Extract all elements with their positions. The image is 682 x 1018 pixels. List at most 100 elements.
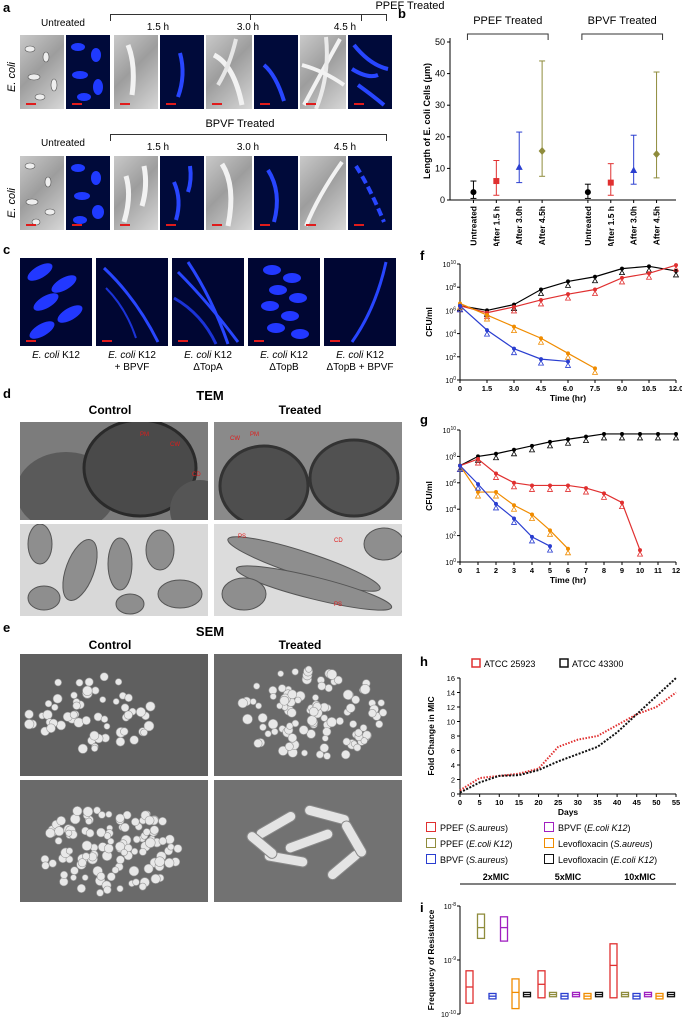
sem-cell: [341, 749, 351, 760]
log-series-point: [593, 274, 597, 279]
c-topa-image: [172, 258, 244, 346]
log-series-replicate: [564, 282, 572, 288]
sem-cell: [237, 697, 248, 709]
sem-cell: [324, 684, 333, 693]
sem-cell: [115, 737, 126, 747]
log-series-point: [584, 434, 588, 439]
log-series-replicate: [528, 515, 536, 521]
log-series-point: [638, 548, 642, 553]
log-series-replicate: [582, 488, 590, 495]
log-series-replicate: [510, 349, 518, 356]
log-y-tick-label: 104: [445, 505, 456, 514]
b-y-tick-label: 30: [435, 100, 445, 110]
log-series-point: [458, 463, 462, 468]
log-series-point: [512, 324, 516, 329]
sem-cell: [320, 714, 328, 722]
i-legend-item: PPEF (S.aureus): [426, 822, 508, 833]
log-series-point: [494, 490, 498, 495]
sem-cell: [306, 715, 318, 726]
log-series-replicate: [564, 294, 572, 301]
ppef-time-1: 1.5 h: [146, 22, 170, 33]
log-x-tick-label: 2: [494, 566, 498, 575]
log-series-replicate: [618, 434, 626, 441]
h-y-tick-label: 16: [447, 674, 455, 683]
log-series-point: [602, 431, 606, 436]
c-caption-3: E. coli K12 ΔTopA: [184, 350, 232, 373]
log-series-replicate: [618, 503, 626, 509]
sem-cell: [82, 806, 94, 817]
log-series-point: [485, 313, 489, 318]
sem-cell: [277, 670, 284, 677]
h-x-tick-label: 10: [495, 798, 503, 807]
log-series-point: [530, 512, 534, 517]
log-series-replicate: [672, 265, 680, 272]
log-series-point: [485, 328, 489, 333]
log-series-point: [566, 437, 570, 442]
sem-cell: [349, 720, 358, 728]
h-y-tick-label: 12: [447, 703, 455, 712]
panel-i-legend: PPEF (S.aureus) BPVF (E.coli K12) PPEF (E.…: [426, 822, 682, 870]
sem-cell: [45, 828, 56, 839]
log-y-axis-label: CFU/ml: [424, 307, 434, 337]
h-x-tick-label: 15: [515, 798, 523, 807]
bpvf-3h-dic: [206, 156, 252, 230]
sem-control-bottom: [20, 780, 208, 902]
sem-cell: [112, 698, 120, 705]
log-y-tick-label: 100: [445, 376, 456, 385]
sem-cell: [81, 840, 93, 851]
b-x-tick-label: After 4.5h: [537, 206, 547, 245]
b-x-tick-label: Untreated: [468, 206, 478, 246]
i-y-tick-label: 10-9: [444, 956, 456, 965]
h-x-tick-label: 45: [633, 798, 641, 807]
log-y-tick-label: 1010: [443, 426, 457, 435]
log-series-point: [548, 528, 552, 533]
i-y-tick-label: 10-8: [444, 902, 456, 911]
h-y-tick-label: 10: [447, 718, 455, 727]
c-k12-image: [20, 258, 92, 346]
log-y-tick-label: 104: [445, 330, 456, 339]
tem-pm-label: PM: [140, 432, 149, 438]
log-series-replicate: [510, 483, 518, 490]
sem-cell: [120, 822, 130, 833]
sem-cell: [70, 691, 78, 699]
log-series-replicate: [492, 492, 500, 499]
i-legend-item: BPVF (E.coli K12): [544, 822, 631, 833]
sem-cell: [173, 844, 183, 853]
c-caption-2: E. coli K12 + BPVF: [108, 350, 156, 373]
sem-cell: [115, 813, 125, 823]
sem-cell: [306, 729, 316, 739]
panel-f-chart: 100 102 104 106 108 1010 0 1.5 3.0 4.5 6.0 7.5 9.0 10…: [424, 260, 682, 403]
i-legend-item: Levofloxacin (S.aureus): [544, 838, 653, 849]
i-legend-strain: E.coli K12: [469, 839, 510, 849]
log-x-tick-label: 5: [548, 566, 552, 575]
log-series-replicate: [654, 434, 662, 441]
log-series-line: [459, 465, 551, 547]
sem-cell: [138, 882, 147, 891]
log-series-point: [512, 480, 516, 485]
sem-cell: [107, 837, 115, 845]
sem-cell: [75, 678, 84, 687]
sem-cell: [82, 685, 93, 696]
i-legend-swatch: [426, 854, 436, 864]
log-series-replicate: [483, 330, 491, 337]
sem-cell: [345, 703, 356, 713]
sem-cell: [267, 718, 279, 730]
log-x-tick-label: 9.0: [617, 384, 627, 393]
sem-cell: [24, 719, 35, 730]
log-series-point: [656, 431, 660, 436]
sem-control-top: [20, 654, 208, 776]
log-series-replicate: [591, 277, 599, 284]
sem-cell: [326, 669, 338, 680]
sem-cell: [269, 693, 277, 700]
b-mean-point: [470, 189, 477, 196]
tem-ps2-label: PS: [334, 602, 342, 608]
log-series-point: [593, 366, 597, 371]
log-series-point: [620, 266, 624, 271]
tem-pm2-label: PM: [250, 432, 259, 438]
sem-cell: [312, 694, 319, 701]
h-x-tick-label: 25: [554, 798, 562, 807]
log-series-replicate: [564, 353, 572, 360]
ppef-row-label: E. coli: [6, 62, 18, 92]
sem-cell: [93, 806, 101, 815]
sem-cell: [144, 815, 155, 826]
